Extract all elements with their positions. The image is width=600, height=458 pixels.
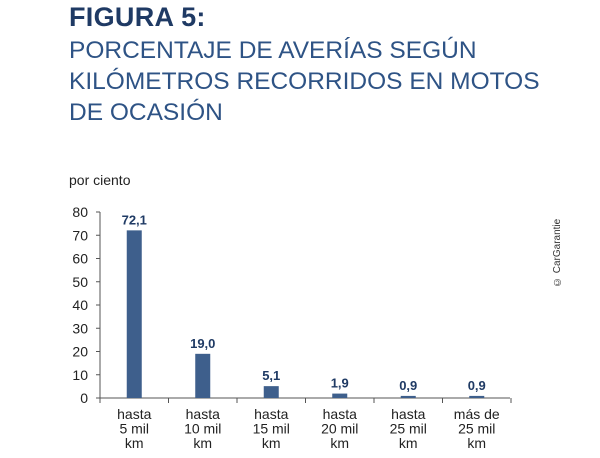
bar-value-label: 0,9 bbox=[399, 378, 417, 393]
bar-value-label: 0,9 bbox=[468, 378, 486, 393]
bar-value-label: 19,0 bbox=[190, 336, 215, 351]
y-tick-label: 0 bbox=[80, 390, 88, 406]
figure-title-line-1: PORCENTAJE DE AVERÍAS SEGÚN bbox=[69, 37, 477, 64]
y-tick-label: 80 bbox=[72, 204, 88, 220]
bar-value-label: 1,9 bbox=[331, 376, 349, 391]
x-category-label: hasta bbox=[391, 406, 425, 422]
y-tick-label: 50 bbox=[72, 274, 88, 290]
y-axis-unit-label: por ciento bbox=[69, 172, 131, 188]
y-tick-label: 60 bbox=[72, 251, 88, 267]
bar-value-label: 5,1 bbox=[262, 368, 280, 383]
figure-title: PORCENTAJE DE AVERÍAS SEGÚN KILÓMETROS R… bbox=[69, 35, 540, 128]
x-category-label: km bbox=[125, 435, 144, 451]
x-category-label: km bbox=[467, 435, 486, 451]
x-category-label: km bbox=[262, 435, 281, 451]
bar bbox=[469, 395, 485, 398]
x-category-label: 5 mil bbox=[119, 421, 149, 437]
y-tick-label: 10 bbox=[72, 367, 88, 383]
bar bbox=[332, 393, 348, 398]
bar bbox=[400, 395, 416, 398]
figure-label: FIGURA 5: bbox=[69, 2, 206, 32]
x-category-label: km bbox=[193, 435, 212, 451]
x-category-label: km bbox=[330, 435, 349, 451]
y-tick-label: 70 bbox=[72, 227, 88, 243]
x-category-label: hasta bbox=[323, 406, 357, 422]
y-tick-label: 40 bbox=[72, 297, 88, 313]
bar-value-label: 72,1 bbox=[122, 212, 147, 227]
x-category-label: hasta bbox=[117, 406, 151, 422]
bar bbox=[126, 230, 142, 398]
x-category-label: más de bbox=[454, 406, 500, 422]
figure-title-line-3: DE OCASIÓN bbox=[69, 99, 223, 126]
y-tick-label: 30 bbox=[72, 320, 88, 336]
x-category-label: hasta bbox=[254, 406, 288, 422]
x-category-label: 25 mil bbox=[390, 421, 427, 437]
x-category-label: hasta bbox=[186, 406, 220, 422]
bar bbox=[263, 386, 279, 398]
bar bbox=[195, 353, 211, 398]
x-category-label: 10 mil bbox=[184, 421, 221, 437]
figure-title-line-2: KILÓMETROS RECORRIDOS EN MOTOS bbox=[69, 68, 540, 95]
x-category-label: 20 mil bbox=[321, 421, 358, 437]
x-category-label: 15 mil bbox=[253, 421, 290, 437]
x-category-label: km bbox=[399, 435, 418, 451]
y-tick-label: 20 bbox=[72, 344, 88, 360]
x-category-label: 25 mil bbox=[458, 421, 495, 437]
